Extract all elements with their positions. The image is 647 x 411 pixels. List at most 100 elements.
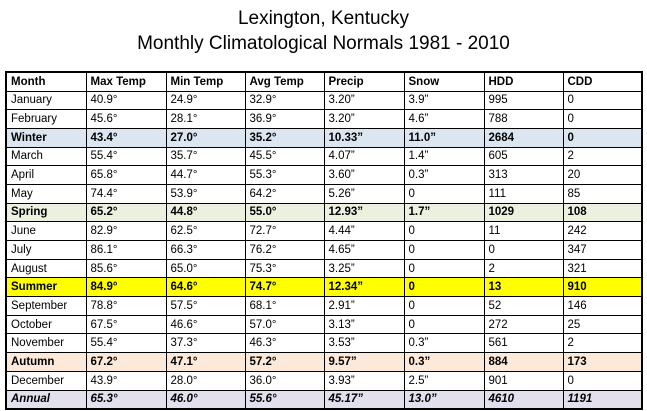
table-cell: 1191 xyxy=(562,389,643,410)
table-cell: 11.0” xyxy=(403,127,485,148)
table-cell: 1.4” xyxy=(403,146,485,167)
table-cell: 12.93” xyxy=(323,202,405,223)
table-cell: 40.9° xyxy=(85,90,167,111)
table-cell: 10.33” xyxy=(323,127,405,148)
table-cell: 3.13” xyxy=(323,314,405,335)
column-header: HDD xyxy=(483,71,564,92)
table-cell: 35.2° xyxy=(244,127,325,148)
table-cell: 72.7° xyxy=(244,221,325,241)
table-cell: 108 xyxy=(562,202,643,223)
table-cell: 55.0° xyxy=(244,202,325,223)
table-cell: 36.0° xyxy=(244,370,325,391)
table-cell: 901 xyxy=(483,370,564,391)
table-cell: 2.91” xyxy=(323,296,405,316)
table-cell: 45.6° xyxy=(85,109,167,129)
table-cell: 173 xyxy=(562,352,643,372)
table-cell: 45.5° xyxy=(244,146,325,167)
table-cell: 35.7° xyxy=(165,146,246,167)
table-cell: 67.5° xyxy=(85,314,167,335)
column-header: Max Temp xyxy=(85,71,167,92)
table-cell: 4610 xyxy=(483,389,564,410)
table-cell: 74.4° xyxy=(85,183,167,204)
table-cell: 0 xyxy=(403,277,485,298)
column-header: Min Temp xyxy=(165,71,246,92)
table-cell: 0 xyxy=(403,240,485,260)
table-row: July 86.1° 66.3° 76.2° 4.65” 0 0 347 xyxy=(5,240,643,260)
table-cell: 46.0° xyxy=(165,389,246,410)
table-cell: 24.9° xyxy=(165,90,246,111)
table-cell: 74.7° xyxy=(244,277,325,298)
table-cell: 85 xyxy=(562,183,643,204)
table-cell: 28.1° xyxy=(165,109,246,129)
table-cell: 3.20” xyxy=(323,109,405,129)
table-cell: 111 xyxy=(483,183,564,204)
table-cell: 13 xyxy=(483,277,564,298)
season-summary-row: Summer 84.9° 64.6° 74.7° 12.34” 0 13 910 xyxy=(5,277,643,298)
table-cell: 65.2° xyxy=(85,202,167,223)
page-title: Lexington, Kentucky xyxy=(237,8,410,29)
table-cell: 3.93” xyxy=(323,370,405,391)
table-cell: 67.2° xyxy=(85,352,167,372)
table-cell: 347 xyxy=(562,240,643,260)
table-cell: 1029 xyxy=(483,202,564,223)
table-cell: 146 xyxy=(562,296,643,316)
table-cell: 0 xyxy=(562,90,643,111)
row-label-cell: Winter xyxy=(5,127,87,148)
table-cell: 3.53” xyxy=(323,333,405,354)
row-label-cell: January xyxy=(5,90,87,111)
table-cell: 43.4° xyxy=(85,127,167,148)
table-cell: 884 xyxy=(483,352,564,372)
table-cell: 788 xyxy=(483,109,564,129)
column-header: Precip xyxy=(323,71,405,92)
table-cell: 75.3° xyxy=(244,258,325,279)
table-cell: 0.3” xyxy=(403,333,485,354)
table-cell: 3.9” xyxy=(403,90,485,111)
table-cell: 0 xyxy=(403,258,485,279)
row-label-cell: Spring xyxy=(5,202,87,223)
table-cell: 13.0” xyxy=(403,389,485,410)
table-row: May 74.4° 53.9° 64.2° 5.26” 0 111 85 xyxy=(5,183,643,204)
table-cell: 5.26” xyxy=(323,183,405,204)
annual-summary-row: Annual 65.3° 46.0° 55.6° 45.17” 13.0” 4610 1191 xyxy=(5,389,643,410)
table-cell: 62.5° xyxy=(165,221,246,241)
table-cell: 46.6° xyxy=(165,314,246,335)
table-cell: 0 xyxy=(403,296,485,316)
column-header: Snow xyxy=(403,71,485,92)
table-cell: 2 xyxy=(562,146,643,167)
table-row: November 55.4° 37.3° 46.3° 3.53” 0.3” 561 2 xyxy=(5,333,643,354)
table-cell: 86.1° xyxy=(85,240,167,260)
table-cell: 44.8° xyxy=(165,202,246,223)
table-cell: 65.3° xyxy=(85,389,167,410)
table-cell: 65.8° xyxy=(85,165,167,185)
season-summary-row: Autumn 67.2° 47.1° 57.2° 9.57” 0.3” 884 173 xyxy=(5,352,643,372)
table-cell: 3.20” xyxy=(323,90,405,111)
table-cell: 55.6° xyxy=(244,389,325,410)
table-cell: 4.6” xyxy=(403,109,485,129)
table-cell: 84.9° xyxy=(85,277,167,298)
table-cell: 2.5” xyxy=(403,370,485,391)
table-row: September 78.8° 57.5° 68.1° 2.91” 0 52 146 xyxy=(5,296,643,316)
row-label-cell: February xyxy=(5,109,87,129)
row-label-cell: April xyxy=(5,165,87,185)
table-row: April 65.8° 44.7° 55.3° 3.60” 0.3” 313 20 xyxy=(5,165,643,185)
table-cell: 0 xyxy=(483,240,564,260)
table-row: October 67.5° 46.6° 57.0° 3.13” 0 272 25 xyxy=(5,314,643,335)
table-cell: 57.2° xyxy=(244,352,325,372)
table-cell: 12.34” xyxy=(323,277,405,298)
row-label-cell: October xyxy=(5,314,87,335)
table-cell: 53.9° xyxy=(165,183,246,204)
table-cell: 0 xyxy=(562,127,643,148)
table-cell: 55.4° xyxy=(85,333,167,354)
table-header-row: Month Max Temp Min Temp Avg Temp Precip … xyxy=(5,71,643,92)
row-label-cell: July xyxy=(5,240,87,260)
table-row: August 85.6° 65.0° 75.3° 3.25” 0 2 321 xyxy=(5,258,643,279)
row-label-cell: Annual xyxy=(5,389,87,410)
table-cell: 78.8° xyxy=(85,296,167,316)
table-cell: 272 xyxy=(483,314,564,335)
table-cell: 0.3” xyxy=(403,352,485,372)
table-cell: 0 xyxy=(403,183,485,204)
table-row: December 43.9° 28.0° 36.0° 3.93” 2.5” 901 0 xyxy=(5,370,643,391)
table-row: June 82.9° 62.5° 72.7° 4.44” 0 11 242 xyxy=(5,221,643,241)
table-cell: 52 xyxy=(483,296,564,316)
table-cell: 4.44” xyxy=(323,221,405,241)
